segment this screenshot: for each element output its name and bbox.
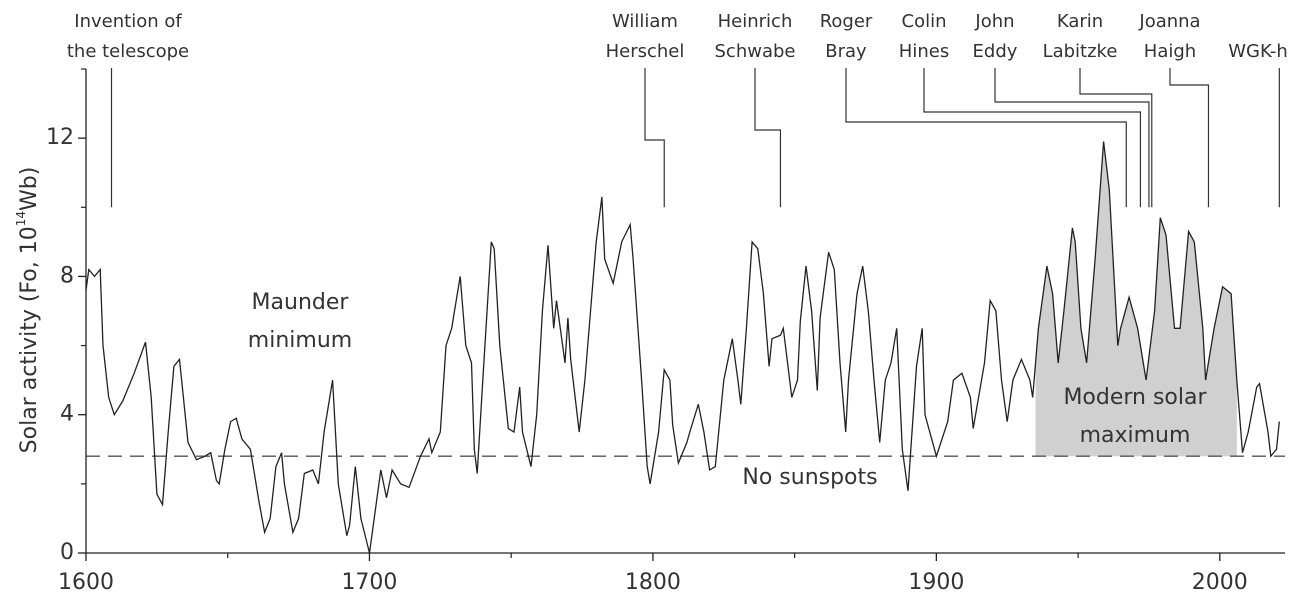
event-label: Hines [899, 41, 949, 62]
x-tick-label: 1900 [908, 570, 964, 595]
y-axis-label: Solar activity (Fo, 1014Wb) [14, 167, 43, 454]
event-connector [1079, 68, 1153, 208]
threshold-label: No sunspots [742, 465, 877, 490]
y-label-unit: Wb) [17, 167, 42, 211]
maunder-label: minimum [248, 328, 352, 353]
shaded-label: maximum [1080, 423, 1191, 448]
y-tick-label: 0 [60, 540, 74, 565]
event-label: Invention of [74, 11, 182, 32]
event-label: John [974, 11, 1014, 32]
shaded-label: Modern solar [1063, 385, 1207, 410]
event-connector [994, 68, 1150, 208]
event-connector [644, 68, 665, 208]
event-connector [754, 68, 782, 208]
y-tick-label: 4 [60, 402, 74, 427]
event-label: Roger [820, 11, 873, 32]
event-label: Karin [1057, 11, 1103, 32]
event-connector [923, 68, 1142, 208]
x-tick-label: 1600 [58, 570, 114, 595]
event-label: the telescope [67, 41, 189, 62]
event-label: Heinrich [718, 11, 793, 32]
event-label: Bray [825, 41, 867, 62]
event-label: Joanna [1138, 11, 1200, 32]
shaded-area [1035, 141, 1237, 457]
y-tick-label: 8 [60, 263, 74, 288]
event-label: Schwabe [715, 41, 796, 62]
event-connector [1169, 68, 1210, 208]
data-line [85, 141, 1280, 554]
event-label: WGK-h [1228, 41, 1288, 62]
event-label: Haigh [1144, 41, 1196, 62]
event-label: Herschel [606, 41, 685, 62]
event-connector [845, 68, 1127, 208]
x-tick-label: 2000 [1192, 570, 1248, 595]
event-label: Labitzke [1043, 41, 1118, 62]
x-tick-label: 1800 [625, 570, 681, 595]
y-label-sup: 14 [14, 211, 28, 226]
y-label-text: Solar activity (Fo, 10 [17, 226, 42, 453]
event-label: William [612, 11, 678, 32]
event-label: Colin [902, 11, 947, 32]
y-tick-label: 12 [46, 125, 74, 150]
maunder-label: Maunder [252, 290, 350, 315]
event-label: Eddy [973, 41, 1018, 62]
x-tick-label: 1700 [341, 570, 397, 595]
